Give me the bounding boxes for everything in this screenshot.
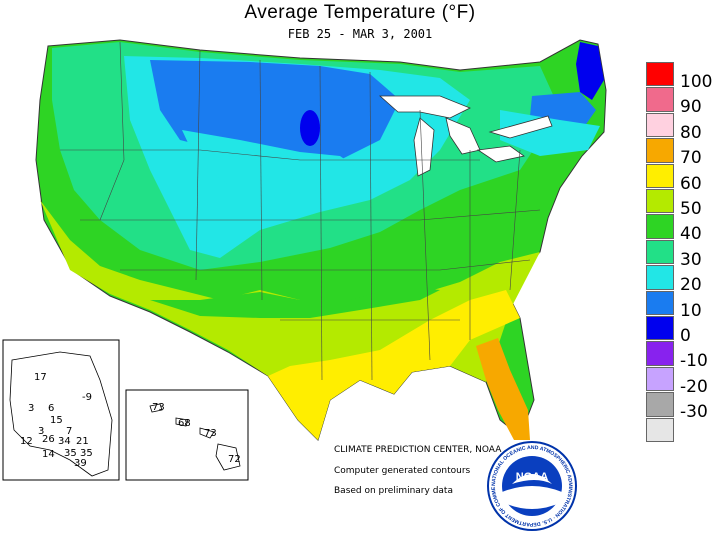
- noaa-logo: NOAA NATIONAL OCEANIC AND ATMOSPHERIC AD…: [486, 440, 577, 531]
- alaska-value: 15: [50, 415, 63, 426]
- legend-swatch: [646, 239, 674, 265]
- alaska-value: 14: [42, 449, 55, 460]
- hawaii-islands: [149, 403, 241, 471]
- credit-source: CLIMATE PREDICTION CENTER, NOAA: [334, 445, 502, 455]
- legend-swatch: [646, 316, 674, 341]
- legend-label: 30: [680, 249, 702, 270]
- state-borders: [60, 41, 541, 381]
- hawaii-value: 73: [204, 428, 217, 439]
- zone-70s-florida: [476, 338, 530, 440]
- legend-swatch: [646, 214, 674, 239]
- legend-swatch: [646, 138, 674, 163]
- alaska-value: 39: [74, 458, 87, 469]
- alaska-value: 3: [38, 426, 45, 437]
- legend-label: 40: [680, 224, 702, 245]
- legend-label: 90: [680, 97, 702, 118]
- alaska-value: 26: [42, 434, 55, 445]
- alaska-value: 35: [64, 448, 77, 459]
- alaska-value: 21: [76, 436, 89, 447]
- hawaii-value: 73: [152, 402, 165, 413]
- zone-20s-pocket: [182, 130, 360, 196]
- legend-label: 20: [680, 275, 702, 296]
- legend-swatch: [646, 392, 674, 417]
- legend-label: -20: [680, 376, 708, 397]
- credit-method: Computer generated contours: [334, 466, 471, 476]
- alaska-value: 35: [80, 448, 93, 459]
- legend-swatch: [646, 112, 674, 138]
- legend-swatch: [646, 62, 674, 87]
- alaska-value: 3: [28, 403, 35, 414]
- legend-swatch: [646, 189, 674, 214]
- credit-data-note: Based on preliminary data: [334, 486, 453, 496]
- legend-swatch: [646, 417, 674, 442]
- legend-swatch: [646, 341, 674, 366]
- legend-swatch: [646, 87, 674, 112]
- legend-swatch: [646, 163, 674, 188]
- legend-label: 50: [680, 199, 702, 219]
- legend-label: -10: [680, 351, 708, 372]
- alaska-value: 7: [66, 426, 73, 437]
- zone-40s: [150, 288, 440, 318]
- alaska-value: 17: [34, 372, 47, 383]
- alaska-outline: [9, 351, 113, 477]
- alaska-value: 12: [20, 436, 33, 447]
- zone-0s-maine: [576, 42, 604, 100]
- legend-label: 10: [680, 300, 702, 321]
- hawaii-value: 72: [228, 454, 241, 465]
- legend-label: 100: [680, 72, 713, 92]
- legend-label: -30: [680, 402, 708, 423]
- legend-label: 80: [680, 122, 702, 143]
- great-lakes: [378, 95, 553, 177]
- zone-0s-minnesota: [300, 110, 320, 146]
- logo-text: NOAA: [516, 471, 548, 483]
- legend-label: 0: [680, 326, 691, 346]
- legend-label: 60: [680, 173, 702, 194]
- legend-swatch: [646, 290, 674, 315]
- hawaii-value: 68: [178, 418, 191, 429]
- map-date-range: FEB 25 - MAR 3, 2001: [287, 27, 433, 41]
- legend-swatch: [646, 366, 674, 392]
- alaska-value: -9: [82, 392, 92, 403]
- zone-20s-newengland: [500, 110, 600, 156]
- legend-swatch: [646, 265, 674, 290]
- map-title: Average Temperature (°F): [244, 2, 476, 23]
- alaska-value: 34: [58, 436, 71, 447]
- legend-label: 70: [680, 148, 702, 169]
- alaska-value: 6: [48, 403, 55, 414]
- zone-60s: [268, 290, 520, 440]
